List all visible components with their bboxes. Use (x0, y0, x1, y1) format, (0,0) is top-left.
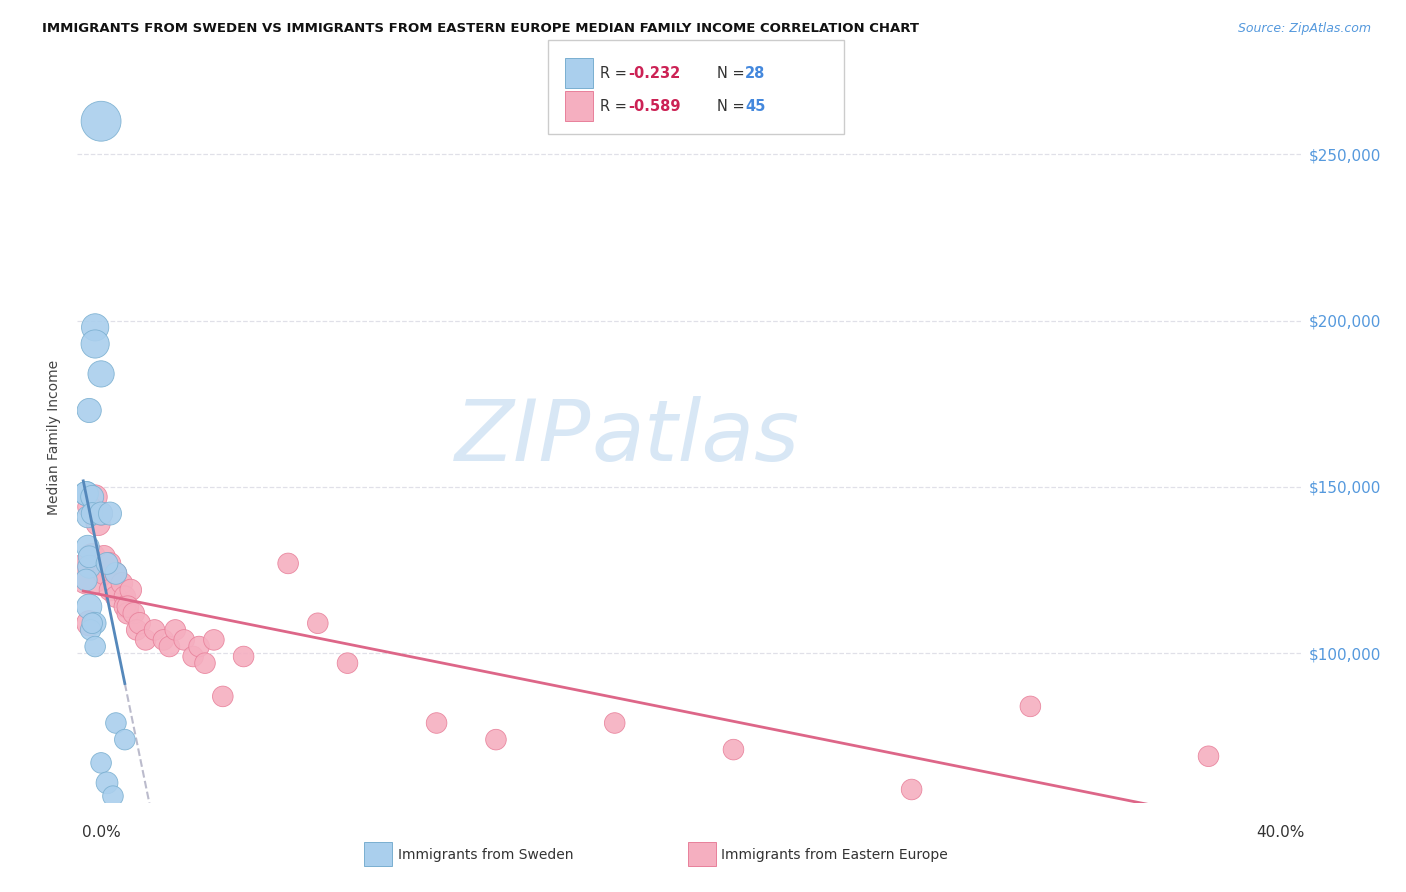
Point (173, 632, 195, 647)
Text: -0.589: -0.589 (628, 99, 681, 113)
Point (77, 599, 100, 614)
Point (84, 490, 107, 504)
Point (114, 590, 136, 604)
Text: ZIP: ZIP (454, 395, 591, 479)
Point (277, 557, 299, 571)
Point (104, 716, 127, 731)
Point (188, 640, 211, 654)
Point (84, 640, 107, 654)
Point (76, 509, 98, 524)
Point (90, 507, 112, 521)
Text: N =: N = (717, 99, 749, 113)
Point (96, 559, 118, 574)
Point (202, 632, 225, 647)
Point (211, 690, 233, 704)
Text: N =: N = (717, 66, 749, 80)
Point (75, 486, 97, 500)
Text: 28: 28 (745, 66, 765, 80)
Text: atlas: atlas (591, 395, 799, 479)
Point (84, 320, 107, 334)
Text: Immigrants from Sweden: Immigrants from Sweden (398, 847, 574, 862)
Point (165, 623, 187, 637)
Point (426, 716, 449, 731)
Point (181, 649, 204, 664)
Point (194, 656, 217, 670)
Point (82, 507, 104, 521)
Text: 0.0%: 0.0% (82, 825, 121, 840)
Point (84, 616, 107, 631)
Point (82, 616, 104, 631)
Point (485, 732, 508, 747)
Point (77, 616, 100, 631)
Point (336, 656, 359, 670)
Point (96, 776, 118, 790)
Point (90, 114, 112, 128)
Point (900, 782, 922, 797)
Point (723, 742, 745, 756)
Point (75, 486, 97, 500)
Point (80, 623, 103, 637)
Point (104, 566, 127, 581)
Text: IMMIGRANTS FROM SWEDEN VS IMMIGRANTS FROM EASTERN EUROPE MEDIAN FAMILY INCOME CO: IMMIGRANTS FROM SWEDEN VS IMMIGRANTS FRO… (42, 22, 920, 36)
Point (307, 616, 329, 631)
Point (122, 607, 145, 621)
Point (117, 607, 139, 621)
Point (76, 540, 98, 554)
Point (93, 566, 115, 581)
Point (77, 559, 100, 574)
Point (111, 576, 134, 591)
Point (90, 507, 112, 521)
Text: Immigrants from Eastern Europe: Immigrants from Eastern Europe (721, 847, 948, 862)
Point (114, 732, 136, 747)
Text: 40.0%: 40.0% (1257, 825, 1305, 840)
Point (93, 549, 115, 564)
Text: -0.232: -0.232 (628, 66, 681, 80)
Point (77, 566, 100, 581)
Point (82, 549, 104, 564)
Point (232, 649, 254, 664)
Point (128, 616, 150, 631)
Point (114, 599, 136, 614)
Text: R =: R = (600, 66, 631, 80)
Point (104, 590, 127, 604)
Point (96, 557, 118, 571)
Point (90, 756, 112, 770)
Text: 45: 45 (745, 99, 765, 113)
Text: Source: ZipAtlas.com: Source: ZipAtlas.com (1237, 22, 1371, 36)
Point (120, 582, 142, 597)
Point (101, 789, 124, 804)
Text: R =: R = (600, 99, 631, 113)
Point (90, 367, 112, 381)
Point (135, 632, 157, 647)
Point (75, 573, 97, 587)
Point (98, 582, 121, 597)
Point (84, 337, 107, 351)
Point (117, 599, 139, 614)
Point (77, 500, 100, 514)
Point (603, 716, 626, 731)
Point (87, 516, 110, 531)
Point (157, 640, 180, 654)
Point (143, 623, 166, 637)
Point (152, 632, 174, 647)
Point (1019, 699, 1042, 714)
Point (82, 490, 104, 504)
Point (104, 566, 127, 581)
Point (77, 549, 100, 564)
Point (1198, 749, 1220, 764)
Point (98, 557, 121, 571)
Y-axis label: Median Family Income: Median Family Income (48, 359, 62, 515)
Point (125, 623, 148, 637)
Point (77, 403, 100, 417)
Point (98, 507, 121, 521)
